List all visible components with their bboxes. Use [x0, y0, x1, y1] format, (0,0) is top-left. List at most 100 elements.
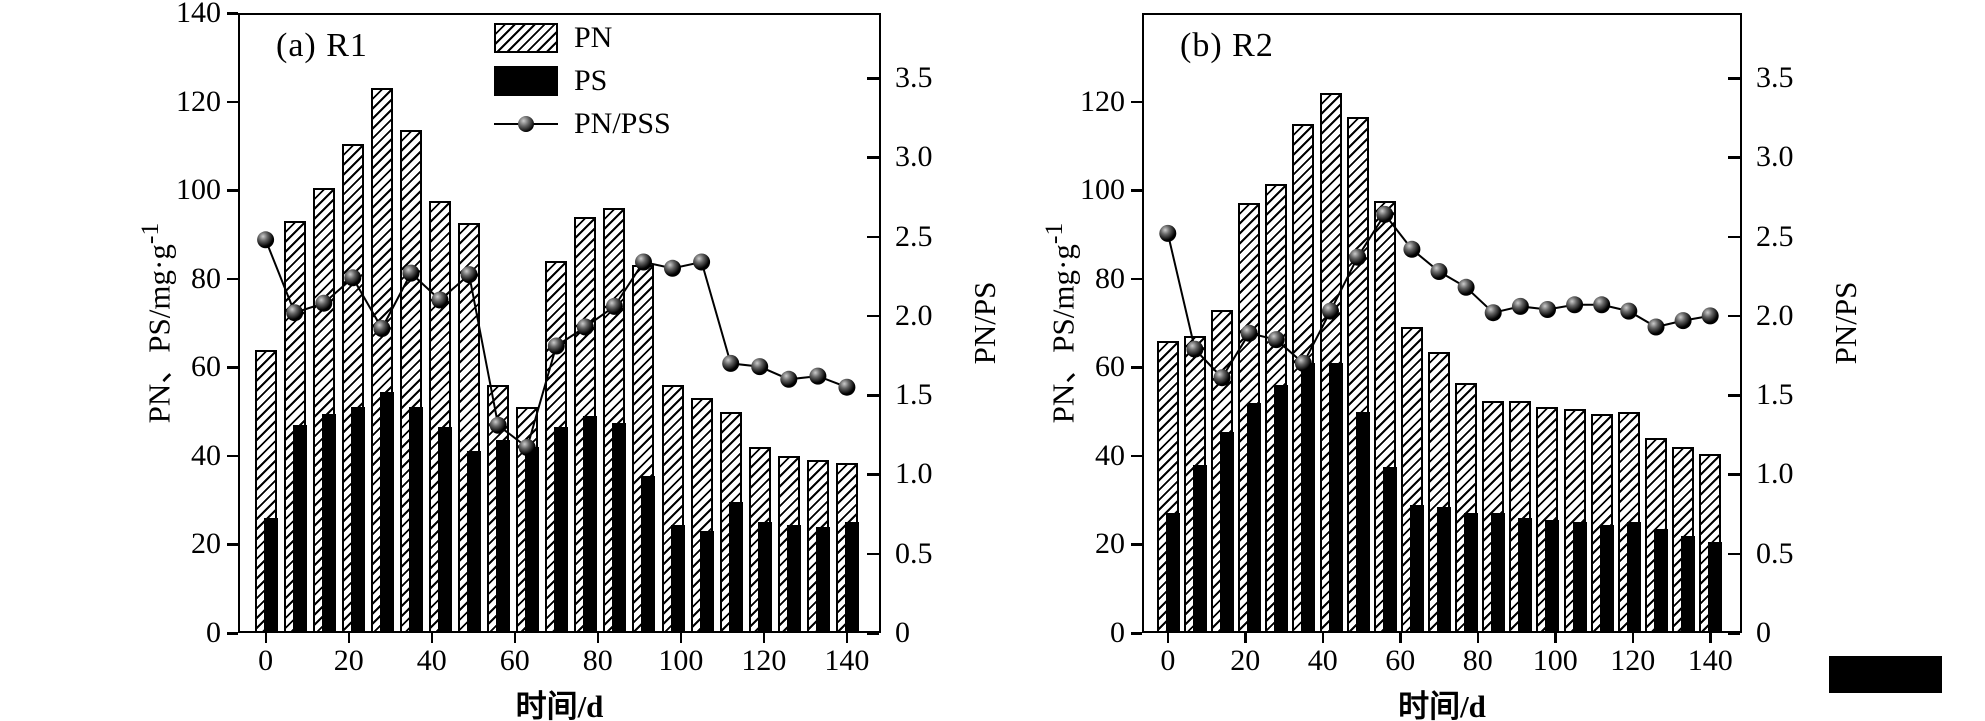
ps-bar [1328, 362, 1343, 633]
x-axis-tick [1399, 633, 1402, 643]
x-axis-tick-label: 80 [1462, 644, 1493, 677]
x-axis-tick [596, 633, 600, 643]
x-axis-tick [762, 633, 766, 643]
ratio-marker [518, 439, 536, 456]
right-axis-tick [867, 394, 879, 397]
ratio-marker [1593, 296, 1611, 314]
ratio-marker [1349, 248, 1367, 266]
right-axis-tick [867, 156, 879, 159]
right-axis-tick-label: 3.5 [895, 61, 933, 94]
left-axis-tick [227, 632, 238, 635]
right-axis-tick-label: 3.0 [895, 140, 933, 174]
right-axis-tick [1728, 314, 1740, 318]
left-axis-tick [1131, 277, 1142, 281]
right-axis-tick [1728, 473, 1740, 476]
panel-a-title: (a) R1 [276, 27, 368, 64]
legend-label-ps: PS [574, 64, 608, 97]
ratio-marker [809, 367, 827, 385]
ratio-marker [1159, 224, 1177, 242]
ratio-marker [1430, 263, 1448, 280]
ps-bar [1355, 411, 1370, 633]
right-axis-tick-label: 2.0 [1756, 298, 1794, 332]
x-axis-tick-label: 20 [333, 644, 364, 677]
ps-bar [1653, 528, 1668, 633]
left-axis-tick [1131, 454, 1142, 458]
ratio-marker [1186, 340, 1204, 358]
left-axis-tick-label: 60 [191, 350, 221, 384]
ratio-marker [576, 318, 594, 336]
right-axis-tick [867, 314, 879, 318]
right-axis-tick-label: 1.0 [1756, 457, 1794, 491]
panel-b-right-axis-title: PN/PS [1828, 281, 1863, 365]
ps-bar [1681, 535, 1696, 633]
ratio-marker [1322, 302, 1339, 320]
ratio-marker [1457, 278, 1475, 296]
right-axis-tick-label: 0 [895, 616, 910, 649]
x-axis-tick-label: 120 [741, 644, 787, 677]
left-axis-tick-label: 20 [191, 527, 221, 561]
left-axis-tick [1131, 100, 1142, 104]
ratio-marker [1267, 331, 1285, 349]
ps-bar [554, 427, 569, 633]
ps-bar [1518, 517, 1533, 633]
x-axis-tick [1709, 633, 1712, 643]
left-axis-tick-label: 0 [206, 616, 221, 649]
x-axis-tick-label: 20 [1230, 644, 1261, 677]
ratio-marker [1484, 304, 1502, 322]
right-axis-tick [867, 552, 879, 556]
ps-bar [1626, 522, 1641, 633]
line-marker-swatch-icon [494, 109, 558, 139]
ps-bar [350, 407, 365, 633]
ps-bar [1301, 362, 1316, 633]
ps-bar [699, 531, 714, 633]
ps-bar [728, 502, 743, 633]
x-axis-tick [264, 633, 268, 643]
x-axis-tick [1554, 633, 1557, 643]
ratio-marker [1294, 354, 1312, 372]
pn-hatched-swatch-icon [494, 23, 558, 53]
x-axis-tick [845, 633, 849, 643]
ratio-marker [431, 291, 449, 309]
left-axis-tick-label: 0 [1110, 616, 1125, 649]
ratio-marker [1701, 307, 1719, 325]
left-axis-tick [227, 454, 238, 458]
ps-bar [1165, 513, 1180, 633]
x-axis-tick [347, 633, 351, 643]
left-axis-tick-label: 140 [176, 0, 221, 29]
ps-bar [1437, 506, 1451, 633]
ratio-marker [751, 358, 769, 376]
ratio-marker [460, 266, 478, 284]
ratio-marker [489, 416, 507, 434]
right-axis-tick-label: 1.0 [895, 457, 933, 491]
right-axis-tick-label: 0.5 [1756, 536, 1794, 570]
panel-a-left-axis-title: PN、PS/mg·g-1 [135, 222, 177, 424]
ps-bar [467, 451, 482, 633]
legend-item-pnpss: PN/PSS [494, 107, 671, 141]
ratio-marker [1566, 296, 1584, 314]
ratio-marker [722, 354, 740, 372]
left-axis-tick [227, 189, 238, 192]
ps-bar [844, 522, 859, 633]
pn-ps-ratio-line [1166, 212, 1711, 380]
ratio-line-layer [257, 231, 856, 456]
x-axis-tick-label: 100 [1532, 644, 1578, 677]
ratio-marker [344, 269, 362, 287]
x-axis-tick-label: 140 [1687, 644, 1733, 677]
ps-bar [757, 522, 772, 633]
right-axis-tick-label: 2.0 [895, 298, 933, 332]
ps-bar [1572, 522, 1587, 633]
ratio-marker [1403, 240, 1421, 258]
x-axis-tick-label: 120 [1610, 644, 1656, 677]
left-axis-tick-label: 100 [176, 173, 221, 207]
left-axis-tick [227, 100, 238, 104]
ps-bar [670, 524, 685, 633]
x-axis-tick-label: 80 [582, 644, 613, 677]
right-axis-tick-label: 0 [1756, 616, 1771, 649]
left-axis-tick [227, 277, 238, 281]
right-axis-tick [1728, 156, 1740, 159]
right-axis-tick-label: 1.5 [895, 378, 933, 412]
ratio-marker [1647, 318, 1665, 336]
ratio-marker [286, 304, 304, 322]
ratio-marker [1539, 301, 1556, 318]
